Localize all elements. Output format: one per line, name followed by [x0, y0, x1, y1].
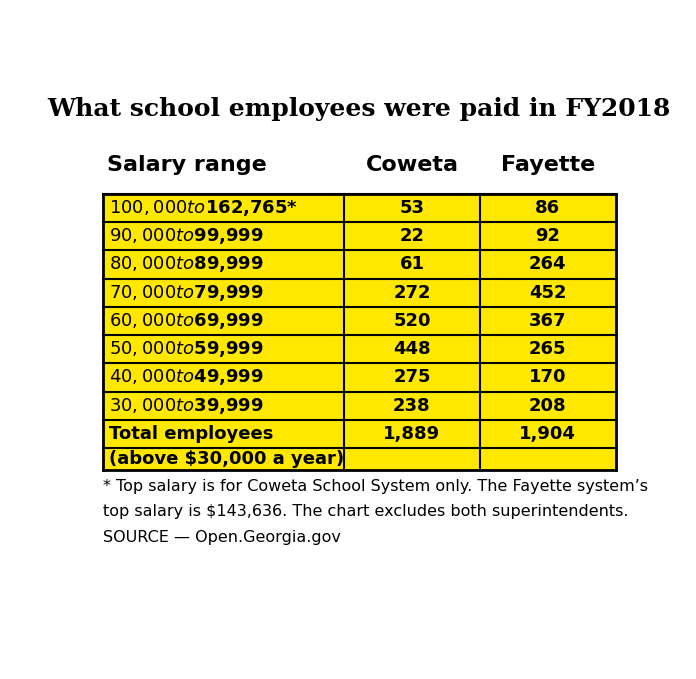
Text: 238: 238 [393, 397, 431, 415]
Bar [103, 448, 615, 470]
Text: 22: 22 [400, 227, 425, 245]
Text: 1,904: 1,904 [519, 425, 576, 443]
Text: $40,000 to $49,999: $40,000 to $49,999 [109, 367, 264, 388]
Bar [103, 194, 615, 222]
Text: $30,000 to $39,999: $30,000 to $39,999 [109, 396, 264, 416]
Text: SOURCE — Open.Georgia.gov: SOURCE — Open.Georgia.gov [103, 530, 341, 545]
Bar [103, 392, 615, 420]
Bar [103, 251, 615, 278]
Text: Total employees: Total employees [109, 425, 274, 443]
Text: top salary is $143,636. The chart excludes both superintendents.: top salary is $143,636. The chart exclud… [103, 504, 628, 519]
Text: (above $30,000 a year): (above $30,000 a year) [109, 450, 345, 468]
Text: 264: 264 [529, 255, 567, 274]
Text: 86: 86 [535, 199, 560, 217]
Text: 448: 448 [393, 340, 431, 358]
Text: * Top salary is for Coweta School System only. The Fayette system’s: * Top salary is for Coweta School System… [103, 479, 648, 494]
Text: 275: 275 [393, 369, 431, 386]
Text: What school employees were paid in FY2018: What school employees were paid in FY201… [48, 97, 671, 121]
Bar [103, 278, 615, 307]
Text: Fayette: Fayette [500, 155, 595, 175]
Bar [103, 335, 615, 363]
Bar [103, 363, 615, 392]
Text: $100,000 to $162,765*: $100,000 to $162,765* [109, 198, 299, 218]
Text: 92: 92 [535, 227, 560, 245]
Text: 170: 170 [529, 369, 567, 386]
Bar [103, 307, 615, 335]
Text: 272: 272 [393, 284, 431, 301]
Text: 208: 208 [529, 397, 567, 415]
Text: Salary range: Salary range [107, 155, 267, 175]
Text: 61: 61 [400, 255, 425, 274]
Text: $70,000 to $79,999: $70,000 to $79,999 [109, 282, 264, 303]
Text: $80,000 to $89,999: $80,000 to $89,999 [109, 255, 264, 274]
Text: Coweta: Coweta [365, 155, 459, 175]
Text: 452: 452 [529, 284, 567, 301]
Text: $60,000 to $69,999: $60,000 to $69,999 [109, 311, 264, 331]
Text: 53: 53 [400, 199, 425, 217]
Bar [103, 420, 615, 448]
Text: 367: 367 [529, 312, 567, 330]
Text: 1,889: 1,889 [383, 425, 441, 443]
Text: 265: 265 [529, 340, 567, 358]
Bar [103, 222, 615, 251]
Text: 520: 520 [393, 312, 431, 330]
Text: $50,000 to $59,999: $50,000 to $59,999 [109, 340, 264, 359]
Text: $90,000 to $99,999: $90,000 to $99,999 [109, 226, 264, 246]
